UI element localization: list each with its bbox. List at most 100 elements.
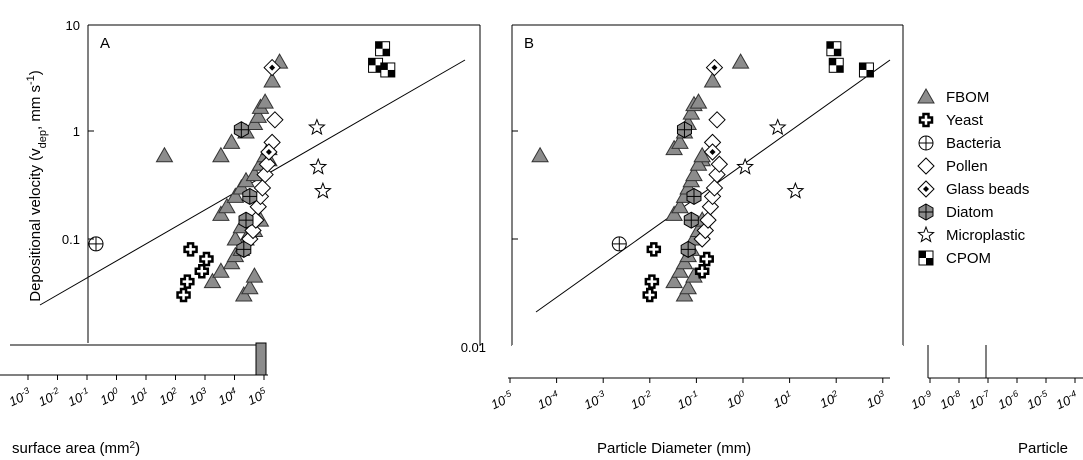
panel-b-point-fbom — [531, 146, 549, 163]
panel-b-point-diatom — [686, 187, 702, 205]
legend-label: Microplastic — [946, 227, 1026, 244]
x-title-a-main: surface area (mm — [12, 440, 130, 457]
panel-a-point-pollen — [266, 111, 284, 129]
panel-b-point-diatom — [683, 211, 699, 229]
x-tick-label: 10-2 — [628, 388, 655, 412]
panel-b-point-pollen — [699, 211, 717, 229]
x-tick-label: 102 — [156, 385, 180, 408]
legend-label: CPOM — [946, 250, 991, 267]
x-tick-label: 10-6 — [995, 388, 1022, 412]
unused-guide — [35, 0, 465, 62]
y-tick-label: 0.01 — [461, 340, 486, 355]
legend-label: Pollen — [946, 158, 988, 175]
panel-b-x-title: Particle Diameter (mm) — [597, 440, 751, 457]
panel-a-point-yeast — [180, 274, 195, 289]
panel-b-point-fbom — [703, 71, 722, 88]
panel-b-point-yeast — [642, 287, 657, 303]
x-tick-label: 10-1 — [65, 385, 92, 409]
x-tick-label: 104 — [215, 385, 239, 408]
x-tick-label: 100 — [97, 385, 121, 408]
panel-a-point-fbom — [222, 133, 241, 149]
legend-label: FBOM — [946, 89, 989, 106]
panel-b-point-cpom — [826, 41, 842, 57]
legend-item-microplastic: Microplastic — [917, 225, 1026, 244]
panel-b-point-fbom — [689, 93, 708, 109]
panel-b-point-yeast — [699, 251, 714, 267]
panel-b-point-cpom — [858, 62, 874, 78]
x-tick-label: 101 — [770, 388, 794, 411]
y-tick-label: 0.1 — [62, 232, 80, 247]
panel-a-point-fbom — [212, 262, 230, 278]
panel-a-point-microplastic — [313, 181, 332, 199]
x-tick-label: 103 — [186, 385, 210, 408]
y-title-sup: -1 — [25, 75, 37, 85]
panel-b-point-fbom — [671, 133, 689, 149]
panel-b-point-pollen — [705, 179, 724, 197]
panel-b-points — [531, 41, 874, 303]
panel-b-point-fbom — [685, 267, 703, 283]
panel-a-point-pollen — [253, 179, 272, 197]
panel-a-point-microplastic — [307, 118, 326, 136]
panel-a-point-diatom — [233, 121, 249, 139]
legend-item-glass-beads: Glass beads — [917, 180, 1029, 198]
panel-a-point-fbom — [245, 267, 264, 283]
panel-a-point-fbom — [226, 229, 245, 246]
panel-b-point-fbom — [731, 53, 750, 69]
panel-a-point-diatom — [238, 211, 254, 229]
panel-a-point-diatom — [236, 240, 252, 258]
panel-a-point-glass-beads — [263, 58, 281, 77]
x-title-a-end: ) — [135, 440, 140, 457]
y-title-rest: , mm s — [27, 85, 44, 130]
diamond-white-icon — [917, 157, 935, 175]
panel-b-point-yeast — [646, 242, 662, 257]
panel-b-x-ticks: 10-5 10-4 10-3 10-2 10-1 100 101 102 103 — [488, 378, 886, 412]
panel-c-x-ticks: 10-9 10-8 10-7 10-6 10-5 10-4 — [909, 378, 1078, 412]
cross-black-icon — [918, 112, 934, 128]
panel-a-point-microplastic — [309, 157, 328, 175]
panel-a-label: A — [100, 35, 110, 52]
x-tick-label: 101 — [127, 385, 151, 408]
panel-b-point-pollen — [708, 111, 726, 129]
panel-b-point-glass-beads — [703, 143, 722, 161]
x-tick-label: 102 — [817, 388, 841, 411]
panel-a-y-title: Depositional velocity (vdep, mm s-1) — [25, 70, 49, 302]
panel-a-point-yeast — [194, 263, 210, 279]
panel-a-point-fbom — [218, 197, 236, 214]
x-tick-label: 10-3 — [6, 385, 33, 409]
panel-a-point-fbom — [240, 278, 259, 295]
panel-b-point-diatom — [676, 121, 692, 139]
x-tick-label: 10-5 — [488, 388, 516, 412]
panel-a-point-pollen — [258, 155, 277, 173]
panel-a-point-fbom — [256, 93, 274, 109]
panel-b-point-microplastic — [736, 157, 755, 175]
x-title-a-sup: 2 — [130, 440, 136, 451]
diamond-dot-icon — [917, 180, 935, 198]
panel-a-point-fbom — [212, 146, 230, 163]
panel-b-point-cpom — [828, 57, 844, 73]
legend-label: Yeast — [946, 112, 984, 129]
panel-a-point-fbom — [155, 146, 174, 163]
legend-item-cpom: CPOM — [918, 250, 991, 267]
panel-b-point-fbom — [682, 104, 701, 120]
panel-a-point-cpom — [380, 62, 396, 78]
panel-a-point-fbom — [212, 205, 230, 221]
x-tick-label: 10-2 — [36, 385, 63, 409]
x-tick-label: 10-3 — [581, 388, 608, 412]
triangle-gray-icon — [917, 87, 935, 104]
panel-c-x-title: Particle — [1018, 440, 1068, 457]
overlay-strip-bar — [255, 342, 267, 376]
panel-b-point-pollen — [710, 155, 729, 173]
y-tick-label: 1 — [73, 124, 80, 139]
overlay-strip-a — [0, 343, 268, 375]
x-tick-label: 10-7 — [966, 388, 994, 412]
x-tick-label: 10-1 — [675, 388, 702, 412]
panel-b-point-diatom — [680, 240, 696, 258]
panel-b-y-ticks: 0.01 — [461, 24, 518, 355]
panel-a-point-yeast — [176, 287, 191, 303]
y-title-main: Depositional velocity (v — [27, 148, 44, 302]
panel-a-x-ticks: 10-3 10-2 10-1 100 101 102 103 104 105 — [6, 375, 268, 409]
circle-plus-icon — [918, 135, 934, 151]
legend: FBOM Yeast Bacteria Pollen Glass beads Diatom… — [917, 87, 1029, 267]
panel-b-point-bacteria — [611, 236, 627, 252]
